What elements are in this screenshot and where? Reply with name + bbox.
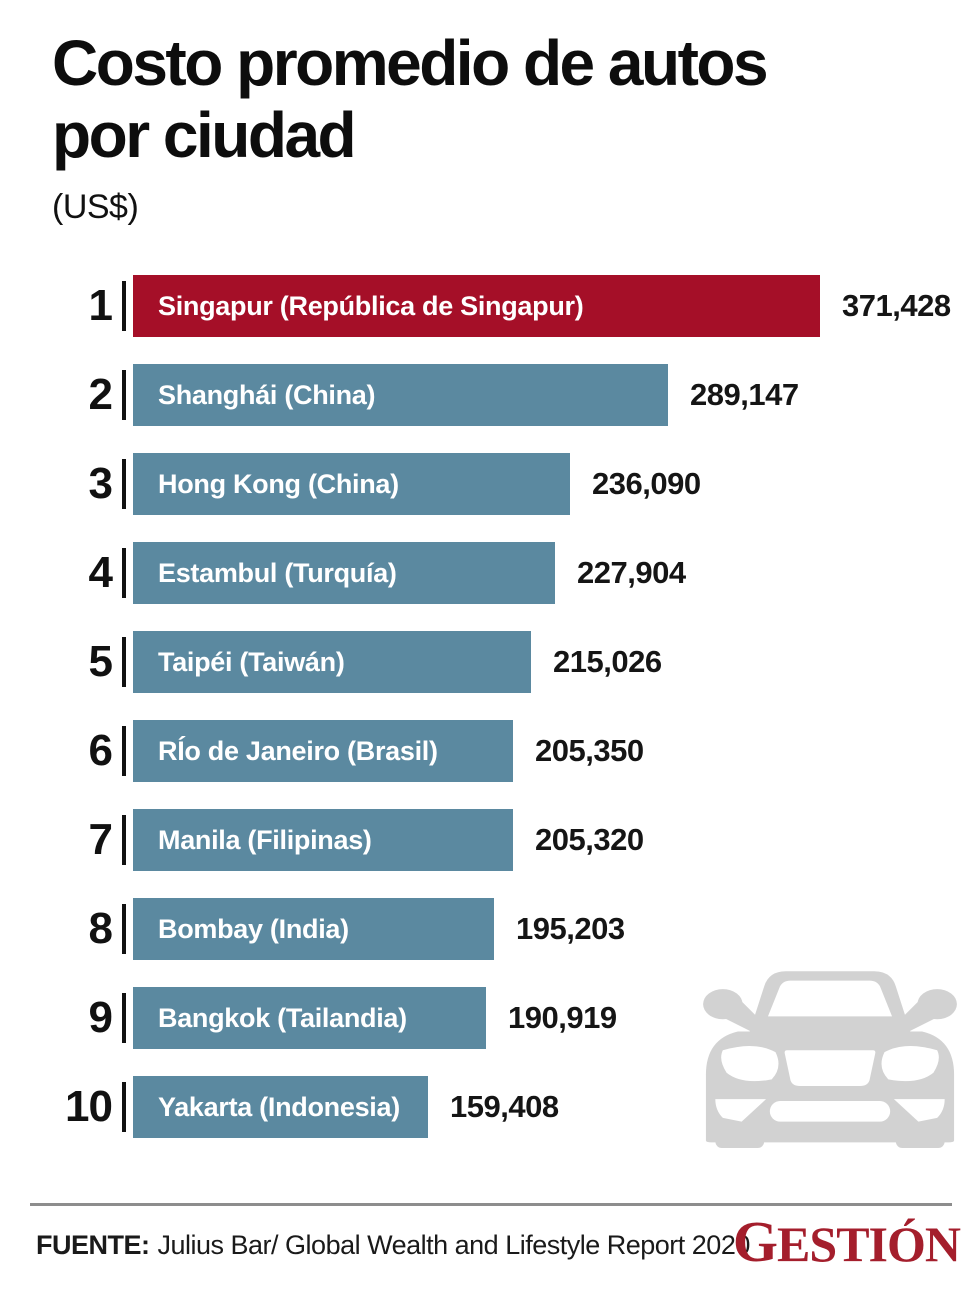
bar-value-label: 205,320: [535, 822, 644, 857]
bar: Hong Kong (China): [133, 453, 570, 515]
bar-value-label: 215,026: [553, 644, 662, 679]
rank-label: 1: [88, 281, 113, 330]
bar-value-label: 236,090: [592, 466, 701, 501]
bar: Bombay (India): [133, 898, 494, 960]
chart-row: 1 Singapur (República de Singapur) 371,4…: [40, 275, 980, 337]
rank-divider: [122, 1082, 126, 1132]
bar: Taipéi (Taiwán): [133, 631, 531, 693]
bar-city-label: Singapur (República de Singapur): [158, 290, 584, 321]
bar-city-label: Bangkok (Tailandia): [158, 1002, 407, 1033]
chart-unit-subtitle: (US$): [52, 188, 139, 226]
chart-row: 9 Bangkok (Tailandia) 190,919: [40, 987, 980, 1049]
rank-divider: [122, 637, 126, 687]
rank-label: 2: [88, 370, 113, 419]
bar: Shanghái (China): [133, 364, 668, 426]
bar-city-label: Shanghái (China): [158, 379, 376, 410]
bar: Bangkok (Tailandia): [133, 987, 486, 1049]
bar: RÍo de Janeiro (Brasil): [133, 720, 513, 782]
chart-row: 5 Taipéi (Taiwán) 215,026: [40, 631, 980, 693]
chart-row: 7 Manila (Filipinas) 205,320: [40, 809, 980, 871]
page-title-line1: Costo promedio de autos: [52, 27, 769, 99]
rank-label: 6: [88, 726, 113, 775]
bar-city-label: RÍo de Janeiro (Brasil): [158, 735, 438, 766]
bar: Yakarta (Indonesia): [133, 1076, 428, 1138]
rank-divider: [122, 726, 126, 776]
bar-city-label: Estambul (Turquía): [158, 557, 397, 588]
rank-label: 9: [88, 993, 113, 1042]
footer-divider: [30, 1203, 952, 1206]
bar-city-label: Hong Kong (China): [158, 468, 399, 499]
bar-value-label: 159,408: [450, 1089, 559, 1124]
bar: Manila (Filipinas): [133, 809, 513, 871]
bar-city-label: Bombay (India): [158, 913, 349, 944]
source-label: FUENTE:: [36, 1230, 150, 1260]
source-line: FUENTE: Julius Bar/ Global Wealth and Lif…: [36, 1230, 750, 1261]
rank-label: 3: [88, 459, 113, 508]
rank-divider: [122, 993, 126, 1043]
bar-chart: 1 Singapur (República de Singapur) 371,4…: [40, 275, 980, 1165]
bar-value-label: 289,147: [690, 377, 799, 412]
rank-label: 5: [88, 637, 113, 686]
chart-row: 3 Hong Kong (China) 236,090: [40, 453, 980, 515]
rank-divider: [122, 904, 126, 954]
bar-city-label: Yakarta (Indonesia): [158, 1091, 400, 1122]
bar-value-label: 190,919: [508, 1000, 617, 1035]
bar-city-label: Manila (Filipinas): [158, 824, 372, 855]
source-text: Julius Bar/ Global Wealth and Lifestyle …: [157, 1230, 751, 1260]
rank-label: 10: [65, 1082, 113, 1131]
chart-row: 10 Yakarta (Indonesia) 159,408: [40, 1076, 980, 1138]
rank-divider: [122, 370, 126, 420]
rank-label: 4: [88, 548, 113, 597]
bar-city-label: Taipéi (Taiwán): [158, 646, 345, 677]
page-title: Costo promedio de autos por ciudad: [52, 27, 769, 171]
rank-divider: [122, 548, 126, 598]
chart-row: 4 Estambul (Turquía) 227,904: [40, 542, 980, 604]
gestion-logo: GESTIÓN: [732, 1209, 961, 1274]
chart-row: 8 Bombay (India) 195,203: [40, 898, 980, 960]
rank-label: 8: [88, 904, 113, 953]
rank-label: 7: [88, 815, 113, 864]
bar-value-label: 371,428: [842, 288, 951, 323]
bar-value-label: 195,203: [516, 911, 625, 946]
rank-divider: [122, 815, 126, 865]
bar: Singapur (República de Singapur): [133, 275, 820, 337]
rank-divider: [122, 281, 126, 331]
bar-value-label: 227,904: [577, 555, 686, 590]
rank-divider: [122, 459, 126, 509]
chart-row: 6 RÍo de Janeiro (Brasil) 205,350: [40, 720, 980, 782]
bar-value-label: 205,350: [535, 733, 644, 768]
bar: Estambul (Turquía): [133, 542, 555, 604]
car-icon: [703, 971, 957, 1148]
page-title-line2: por ciudad: [52, 98, 357, 171]
chart-row: 2 Shanghái (China) 289,147: [40, 364, 980, 426]
